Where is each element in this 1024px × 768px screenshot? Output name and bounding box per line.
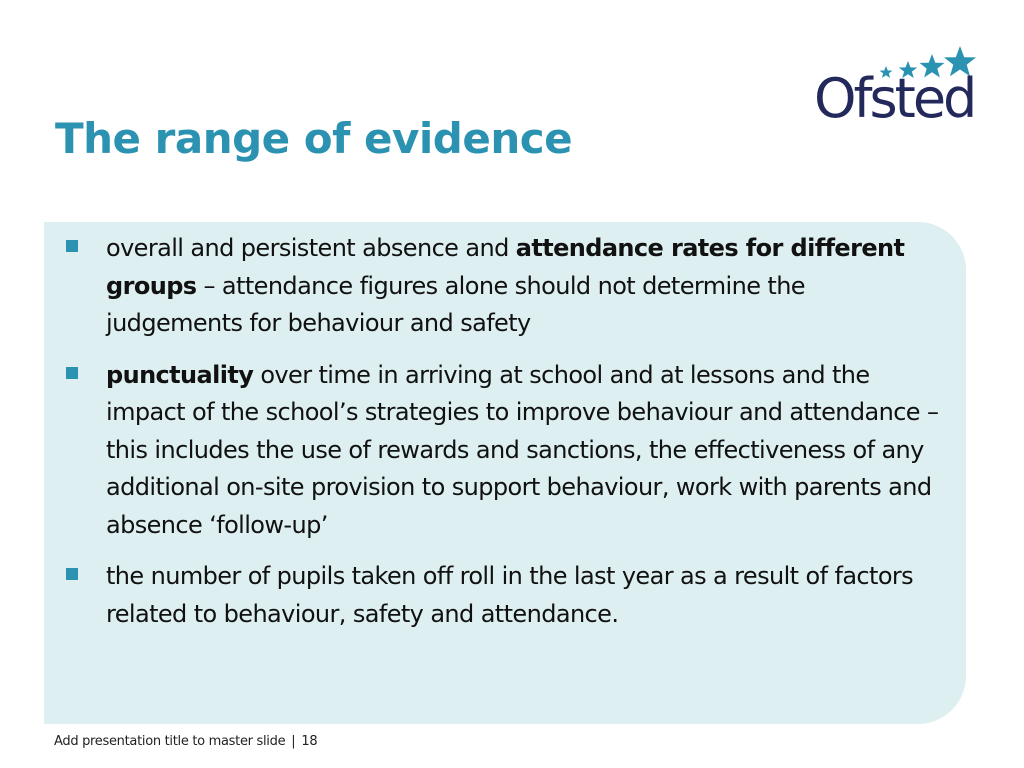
page-number: 18 — [301, 734, 318, 749]
content-panel — [44, 222, 966, 724]
bullet-text: over time in arriving at school and at l… — [106, 360, 939, 539]
bullet-square-icon — [66, 366, 78, 379]
footer-title: Add presentation title to master slide — [54, 734, 286, 749]
bullet-item: overall and persistent absence and atten… — [62, 230, 942, 343]
bullet-item: the number of pupils taken off roll in t… — [62, 558, 942, 633]
bullet-bold-text: punctuality — [106, 360, 254, 389]
ofsted-logo: Ofsted — [814, 44, 977, 134]
bullet-square-icon — [66, 240, 78, 252]
bullet-item: punctuality over time in arriving at sch… — [62, 357, 942, 545]
bullet-text: – attendance figures alone should not de… — [106, 271, 806, 338]
footer-separator: | — [291, 734, 296, 749]
ofsted-stars-icon — [879, 46, 976, 78]
bullet-text: overall and persistent absence and — [106, 234, 516, 262]
bullet-text: the number of pupils taken off roll in t… — [106, 562, 914, 628]
bullet-list: overall and persistent absence and atten… — [62, 230, 942, 647]
bullet-square-icon — [66, 568, 78, 580]
slide-title: The range of evidence — [55, 114, 573, 163]
bullet-bold-text: attendance rates for different groups — [106, 234, 905, 300]
footer: Add presentation title to master slide | 1… — [54, 734, 318, 749]
logo-wordmark: Ofsted — [814, 67, 977, 130]
